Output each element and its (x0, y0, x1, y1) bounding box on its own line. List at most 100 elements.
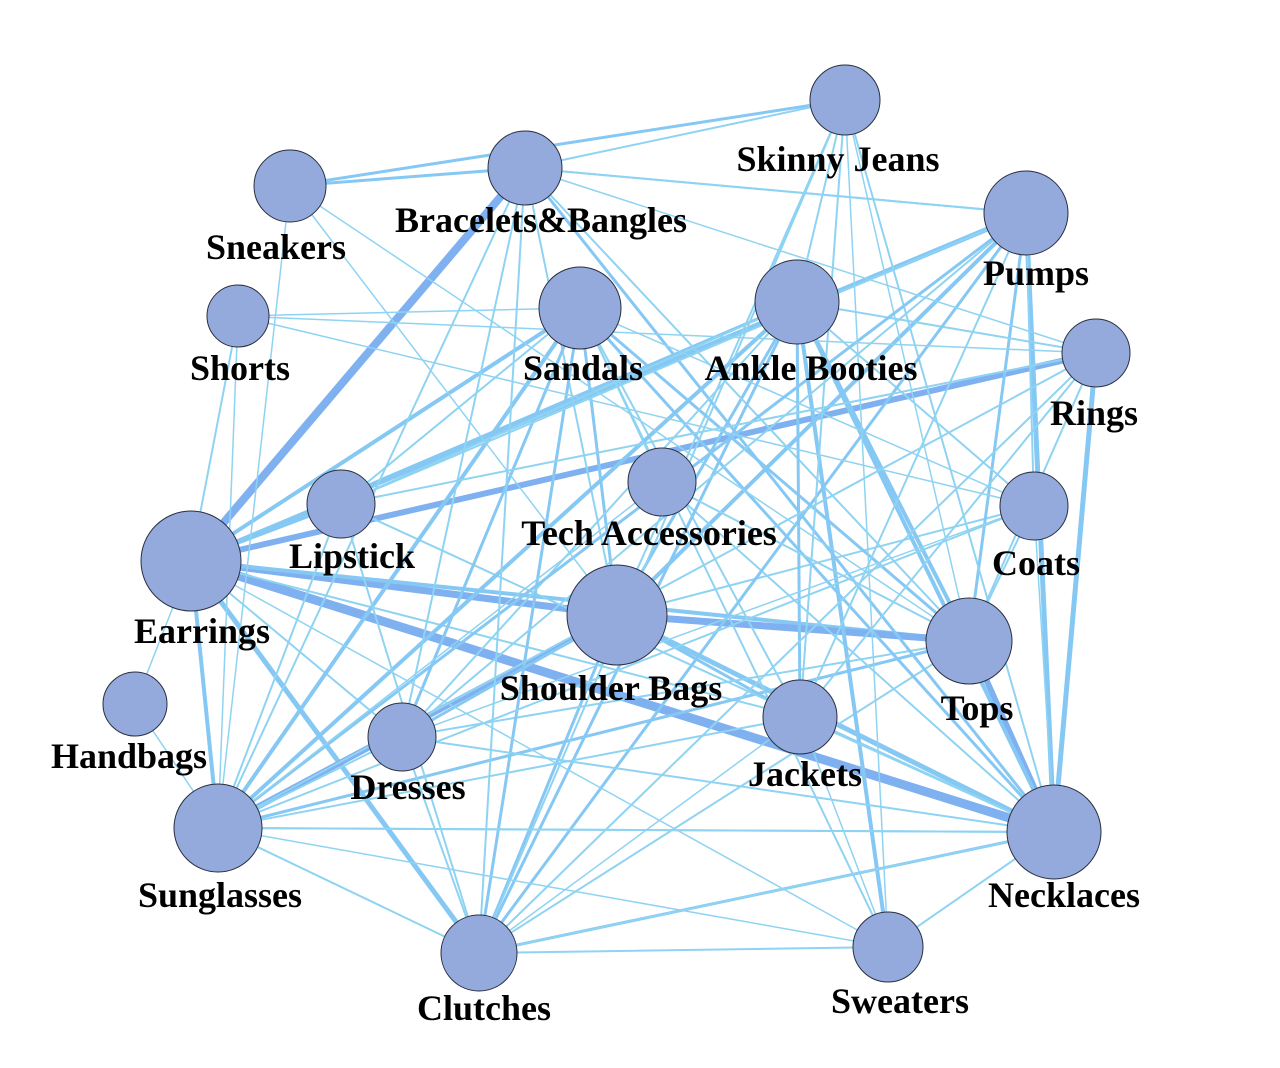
node-dresses[interactable] (367, 702, 437, 772)
node-skinny-jeans[interactable] (809, 64, 881, 136)
edge-lipstick-sunglasses (217, 503, 342, 829)
label-bracelets-bangles: Bracelets&Bangles (395, 200, 687, 240)
edge-necklaces-skinny-jeans (844, 99, 1055, 833)
edge-clutches-jackets (478, 716, 801, 954)
node-clutches[interactable] (440, 914, 518, 992)
node-shorts[interactable] (206, 284, 270, 348)
edge-tops-clutches (478, 640, 970, 954)
edge-bracelets-bangles-sneakers (288, 166, 527, 188)
edge-clutches-sweaters (478, 946, 889, 954)
edge-necklaces-tech-accessories (661, 481, 1055, 833)
labels: Skinny Jeans Bracelets&Bangles Sneakers … (51, 139, 1140, 1028)
edge-shoulder-bags-clutches (477, 613, 619, 955)
edge-dresses-necklaces (401, 736, 1055, 833)
edge-clutches-necklaces (478, 831, 1055, 954)
label-tops: Tops (941, 688, 1014, 728)
edge-tops-sunglasses (216, 639, 971, 830)
label-clutches: Clutches (417, 988, 551, 1028)
edge-pumps-sunglasses (216, 211, 1028, 830)
label-sneakers: Sneakers (206, 227, 346, 267)
node-coats[interactable] (999, 471, 1069, 541)
edge-bracelets-bangles-clutches (478, 167, 526, 954)
node-rings[interactable] (1061, 318, 1131, 388)
label-skinny-jeans: Skinny Jeans (736, 139, 939, 179)
label-ankle-booties: Ankle Booties (704, 348, 917, 388)
edge-sandals-jackets (579, 307, 801, 718)
label-jackets: Jackets (748, 754, 862, 794)
edge-shorts-coats (237, 315, 1035, 507)
label-handbags: Handbags (51, 736, 207, 776)
edge-necklaces-sandals (578, 306, 1056, 834)
edge-sandals-coats (579, 307, 1035, 507)
edge-pumps-dresses (401, 212, 1027, 738)
node-sneakers[interactable] (253, 149, 327, 223)
edge-tops-dresses (401, 640, 970, 738)
edge-coats-sunglasses (217, 505, 1035, 829)
edge-tops-sandals (578, 306, 971, 643)
node-bracelets-bangles[interactable] (487, 130, 563, 206)
edge-ankle-booties-coats (796, 301, 1035, 507)
label-earrings: Earrings (134, 611, 270, 651)
node-earrings[interactable] (140, 510, 242, 612)
node-ankle-booties[interactable] (754, 259, 840, 345)
label-rings: Rings (1050, 393, 1138, 433)
edge-shoulder-bags-coats (616, 505, 1035, 616)
edge-sunglasses-clutches (217, 827, 480, 954)
node-pumps[interactable] (983, 170, 1069, 256)
edge-pumps-jackets (799, 212, 1027, 718)
edge-sunglasses-sweaters (217, 827, 889, 948)
label-shorts: Shorts (190, 348, 290, 388)
edge-ankle-booties-rings (796, 301, 1097, 354)
label-dresses: Dresses (350, 767, 465, 807)
edge-skinny-jeans-sneakers (288, 98, 847, 188)
label-lipstick: Lipstick (289, 536, 415, 576)
edge-skinny-jeans-clutches (478, 99, 846, 954)
node-shoulder-bags[interactable] (566, 564, 668, 666)
node-sandals[interactable] (538, 266, 622, 350)
node-sunglasses[interactable] (173, 783, 263, 873)
node-handbags[interactable] (102, 671, 168, 737)
edge-earrings-bracelets-bangles (187, 164, 529, 565)
edge-earrings-clutches (188, 558, 482, 956)
label-tech-accessories: Tech Accessories (521, 513, 777, 553)
label-sunglasses: Sunglasses (138, 875, 302, 915)
label-sweaters: Sweaters (831, 981, 969, 1021)
edge-ankle-booties-jackets (795, 300, 802, 719)
edge-sneakers-shoulder-bags (289, 185, 618, 616)
edge-shoulder-bags-bracelets-bangles (524, 167, 618, 616)
node-tech-accessories[interactable] (627, 447, 697, 517)
edge-sandals-shorts (237, 307, 581, 317)
edge-ankle-booties-sunglasses (216, 300, 799, 830)
edge-sunglasses-jackets (217, 716, 801, 829)
node-tops[interactable] (925, 597, 1013, 685)
label-coats: Coats (992, 543, 1080, 583)
edge-shoulder-bags-tops (613, 611, 973, 645)
edge-pumps-coats (1025, 212, 1035, 507)
edge-coats-dresses (401, 505, 1035, 738)
edge-sneakers-sunglasses (217, 185, 291, 829)
node-jackets[interactable] (762, 679, 838, 755)
edge-sandals-sunglasses (216, 306, 582, 830)
edge-sweaters-earrings (190, 560, 889, 948)
edge-skinny-jeans-bracelets-bangles (524, 99, 846, 169)
edge-tech-accessories-sunglasses (217, 481, 663, 829)
edge-shorts-rings (237, 315, 1097, 354)
edge-necklaces-coats (1033, 505, 1055, 833)
edge-necklaces-ankle-booties (795, 300, 1056, 834)
edge-bracelets-bangles-rings (524, 167, 1097, 354)
edge-necklaces-bracelets-bangles (523, 166, 1056, 834)
edge-tech-accessories-tops (661, 481, 970, 642)
edge-ankle-booties-dresses (401, 301, 798, 738)
edge-jackets-sweaters (799, 716, 889, 948)
node-lipstick[interactable] (306, 469, 376, 539)
node-sweaters[interactable] (852, 911, 924, 983)
node-necklaces[interactable] (1006, 784, 1102, 880)
edge-rings-jackets (799, 352, 1097, 718)
edge-rings-clutches (478, 352, 1097, 954)
edge-shoulder-bags-skinny-jeans (616, 99, 846, 616)
edge-skinny-jeans-sweaters (844, 99, 889, 948)
edge-earrings-jackets (190, 560, 801, 718)
edge-sandals-lipstick (340, 307, 581, 505)
